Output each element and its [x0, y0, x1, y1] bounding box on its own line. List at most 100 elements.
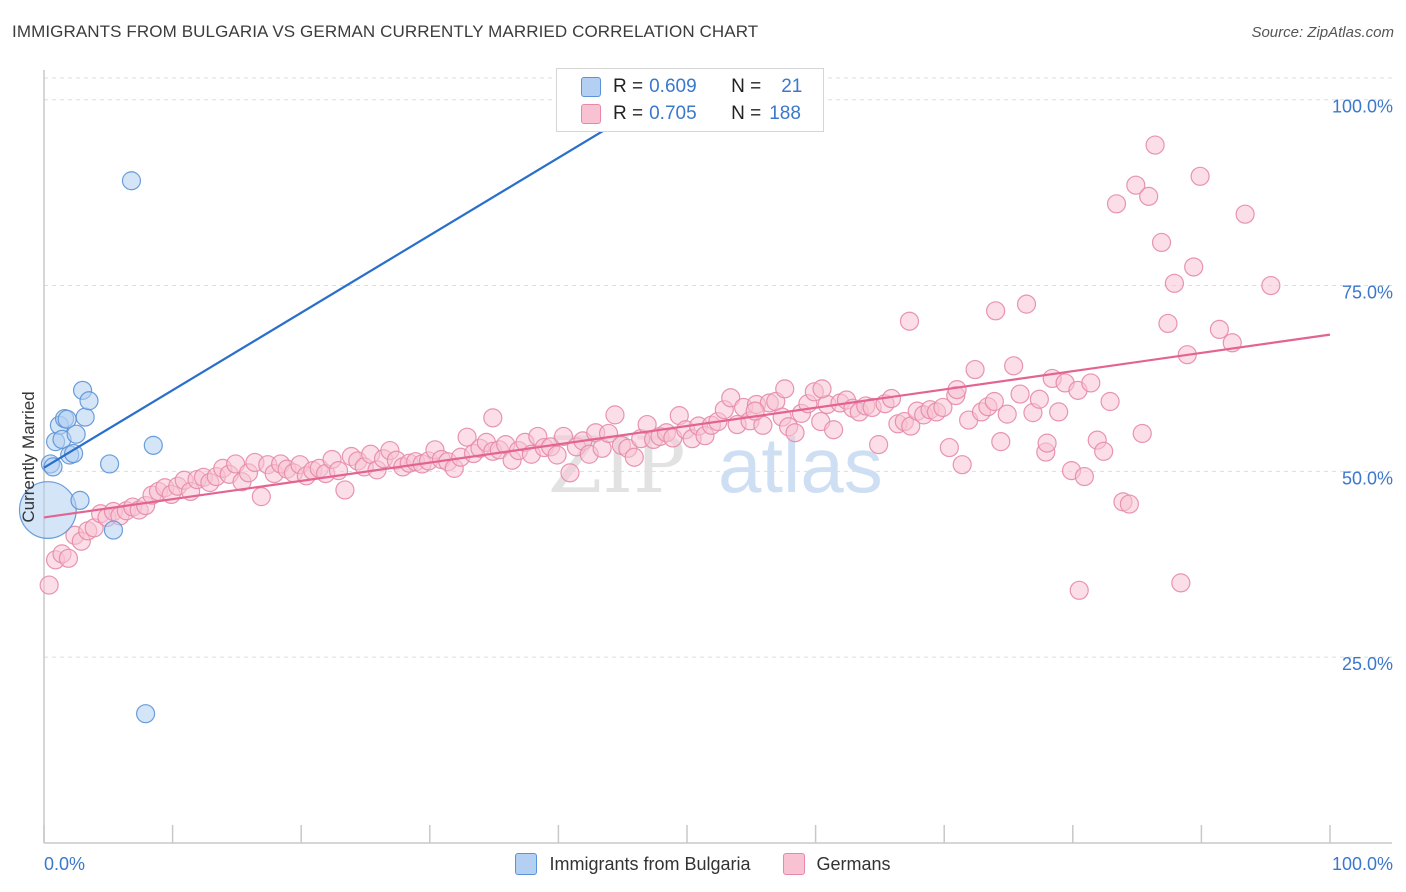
bulgaria-r-value: 0.609 [649, 76, 697, 97]
r-label: R = [613, 76, 644, 97]
data-point [1126, 175, 1146, 195]
y-tick-label: 50.0% [1342, 468, 1393, 488]
data-point [1164, 273, 1184, 293]
data-point [965, 359, 985, 380]
data-point [775, 379, 795, 399]
data-point [1139, 186, 1159, 206]
data-point [1037, 433, 1057, 453]
data-point [1132, 423, 1152, 444]
axes [43, 70, 1392, 844]
data-point [1209, 319, 1230, 340]
germans-legend-swatch [782, 853, 805, 875]
data-point [1004, 356, 1024, 376]
data-point [785, 423, 805, 443]
data-point [103, 520, 124, 540]
legend-row-bulgaria: R = 0.609 N = 21 [581, 74, 802, 100]
germans-legend-label: Germans [816, 853, 891, 874]
y-tick-label: 25.0% [1342, 654, 1393, 674]
y-axis-title: Currently Married [19, 391, 38, 522]
data-point [63, 443, 84, 464]
data-point [812, 379, 832, 399]
data-point [997, 404, 1017, 424]
chart-title: IMMIGRANTS FROM BULGARIA VS GERMAN CURRE… [12, 22, 759, 41]
data-point [1100, 391, 1120, 412]
data-point [553, 426, 574, 447]
data-point [457, 427, 477, 447]
data-point [75, 407, 95, 427]
data-point [1151, 232, 1172, 253]
x-tick-label: 100.0% [1332, 854, 1393, 874]
data-point [1261, 275, 1281, 296]
data-point [899, 311, 920, 331]
bulgaria-swatch [581, 77, 601, 97]
data-point [1184, 257, 1204, 277]
bulgaria-legend-label: Immigrants from Bulgaria [549, 853, 751, 874]
data-point [143, 435, 163, 455]
n-label: N = [731, 76, 762, 97]
data-point [1049, 402, 1069, 422]
germans-r-value: 0.705 [649, 103, 697, 124]
series-legend: Immigrants from Bulgaria Germans [0, 851, 1406, 877]
data-point [1106, 194, 1127, 214]
data-point [66, 424, 86, 444]
data-point [933, 397, 953, 418]
r-label: R = [613, 103, 644, 124]
gridlines [44, 77, 1392, 658]
bulgaria-n-value: 21 [781, 76, 803, 97]
correlation-legend: R = 0.609 N = 21 R = 0.705 N = 188 [556, 68, 824, 132]
legend-item-bulgaria: Immigrants from Bulgaria [515, 853, 751, 875]
bulgaria-legend-swatch [515, 853, 538, 875]
data-point [547, 445, 567, 465]
data-point [1235, 204, 1255, 224]
data-point [70, 490, 90, 510]
data-point [1094, 441, 1114, 461]
y-tick-label: 100.0% [1332, 97, 1393, 117]
data-point [483, 408, 503, 428]
data-point [721, 388, 741, 408]
data-point [1158, 313, 1178, 334]
data-point [939, 437, 959, 458]
data-point [624, 447, 644, 467]
data-point [121, 171, 142, 191]
data-point [1171, 573, 1191, 593]
data-point [79, 391, 99, 411]
data-point [1145, 135, 1165, 155]
data-point [251, 487, 271, 507]
germans-trend-line [43, 333, 1331, 519]
data-point [135, 704, 156, 724]
data-point [1081, 373, 1101, 393]
data-point [58, 548, 79, 568]
legend-row-germans: R = 0.705 N = 188 [581, 101, 801, 127]
data-point [605, 405, 625, 425]
source-credit: Source: ZipAtlas.com [1251, 24, 1394, 41]
data-point [335, 480, 355, 500]
data-point [39, 575, 59, 595]
data-point [1190, 166, 1210, 186]
trend-lines [43, 98, 1331, 519]
data-point [1069, 580, 1089, 600]
data-point [984, 391, 1004, 412]
data-point [869, 435, 889, 455]
data-point [99, 454, 120, 474]
n-label: N = [731, 103, 762, 124]
data-point [560, 463, 580, 483]
data-point [1016, 294, 1037, 314]
germans-points [39, 135, 1281, 600]
data-point [824, 420, 844, 440]
data-point [1010, 384, 1030, 404]
data-point [1029, 389, 1049, 409]
legend-item-germans: Germans [782, 853, 891, 875]
data-point [1119, 494, 1139, 514]
x-tick-label: 0.0% [44, 854, 85, 874]
data-point [1074, 466, 1094, 487]
tick-labels: 25.0% 50.0% 75.0% 100.0% 0.0% 100.0% [44, 97, 1393, 874]
data-point [991, 432, 1011, 452]
y-tick-label: 75.0% [1342, 283, 1393, 303]
germans-swatch [581, 104, 601, 124]
bulgaria-trend-line [43, 98, 656, 469]
bulgaria-points [18, 88, 662, 724]
data-point [986, 301, 1006, 321]
data-point [18, 481, 77, 539]
data-point [952, 455, 972, 475]
